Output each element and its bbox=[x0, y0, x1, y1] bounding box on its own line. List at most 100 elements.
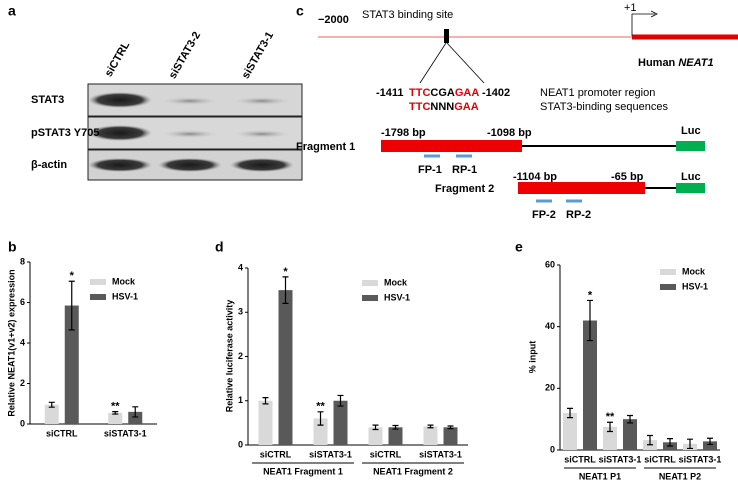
lane-label: siSTAT3-1 bbox=[240, 30, 276, 81]
fragment-end: -65 bp bbox=[611, 171, 644, 183]
primer-label: RP-2 bbox=[566, 209, 591, 221]
y-axis-label: Relative NEAT1(v1+v2) expression bbox=[6, 269, 16, 416]
error-bar bbox=[68, 280, 75, 331]
panel-label: d bbox=[215, 239, 224, 255]
annotation: ** bbox=[606, 411, 615, 423]
y-tick-label: 3 bbox=[238, 307, 243, 317]
panel-label: b bbox=[8, 239, 17, 255]
bar bbox=[313, 418, 328, 445]
bar bbox=[563, 413, 577, 450]
error-bar bbox=[282, 276, 289, 304]
legend-swatch bbox=[362, 280, 378, 286]
gene-prefix: Human bbox=[638, 57, 678, 69]
position-label: −2000 bbox=[318, 14, 349, 26]
bar bbox=[623, 419, 637, 450]
x-tick-label: siCTRL bbox=[260, 449, 292, 459]
panel-label: c bbox=[296, 3, 304, 19]
legend-swatch bbox=[90, 279, 106, 285]
seq-part: NNN bbox=[430, 101, 454, 113]
consensus: TTCNNNGAA bbox=[409, 101, 479, 113]
error-bar bbox=[372, 424, 379, 431]
panel-label: a bbox=[8, 3, 16, 19]
primer-label: RP-1 bbox=[452, 164, 477, 176]
band bbox=[88, 125, 152, 141]
error-bar bbox=[427, 424, 434, 429]
y-tick-label: 0 bbox=[20, 418, 25, 428]
note: STAT3-binding sequences bbox=[540, 101, 668, 113]
annotation: * bbox=[588, 289, 593, 301]
y-tick-label: 2 bbox=[238, 351, 243, 361]
gene-name: NEAT1 bbox=[678, 57, 713, 69]
lane-label: siSTAT3-2 bbox=[167, 30, 203, 81]
bar bbox=[423, 426, 438, 445]
legend-label: Mock bbox=[112, 276, 136, 286]
y-tick-label: 6 bbox=[20, 297, 25, 307]
zoom-line bbox=[446, 42, 485, 84]
error-bar bbox=[392, 424, 399, 430]
y-tick-label: 1 bbox=[238, 395, 243, 405]
bar bbox=[108, 412, 123, 424]
panel-label: e bbox=[515, 239, 523, 255]
x-tick-label: siCTRL bbox=[564, 454, 596, 464]
error-bar bbox=[48, 401, 55, 408]
x-tick-label: siSTAT3-1 bbox=[599, 454, 642, 464]
band bbox=[88, 92, 152, 108]
error-bar bbox=[337, 394, 344, 407]
bar bbox=[583, 320, 597, 450]
error-bar bbox=[707, 437, 713, 446]
row-label: STAT3 bbox=[31, 94, 64, 106]
legend-label: HSV-1 bbox=[682, 281, 708, 291]
x-tick-label: siSTAT3-1 bbox=[679, 454, 722, 464]
sequence: TTCCGAGAA bbox=[409, 87, 479, 99]
y-axis-label: % input bbox=[527, 341, 537, 374]
bar bbox=[703, 441, 717, 450]
group-label: NEAT1 P1 bbox=[579, 471, 621, 481]
x-tick-label: siCTRL bbox=[370, 449, 402, 459]
bar bbox=[368, 427, 383, 445]
error-bar bbox=[607, 421, 613, 433]
bar bbox=[64, 305, 79, 424]
legend-label: HSV-1 bbox=[384, 292, 410, 302]
group-label: NEAT1 P2 bbox=[659, 471, 701, 481]
bar bbox=[603, 426, 617, 450]
error-bar bbox=[667, 437, 673, 447]
legend-label: Mock bbox=[682, 266, 706, 276]
bar bbox=[278, 290, 293, 445]
y-tick-label: 8 bbox=[20, 256, 25, 266]
band bbox=[230, 158, 294, 172]
group-label: NEAT1 Fragment 2 bbox=[373, 466, 453, 476]
error-bar bbox=[132, 406, 139, 418]
error-bar bbox=[112, 411, 119, 415]
gene-label: Human NEAT1 bbox=[638, 57, 714, 69]
fragment-end: -1098 bp bbox=[487, 127, 532, 139]
error-bar bbox=[687, 438, 693, 450]
error-bar bbox=[262, 397, 269, 405]
fragment-start: -1798 bp bbox=[381, 127, 426, 139]
bar bbox=[128, 411, 143, 424]
zoom-line bbox=[419, 42, 447, 84]
lane-label: siCTRL bbox=[103, 39, 133, 79]
luc bbox=[676, 183, 705, 193]
band bbox=[162, 97, 218, 105]
legend-swatch bbox=[362, 295, 378, 301]
y-tick-label: 40 bbox=[545, 321, 555, 331]
legend-label: Mock bbox=[384, 277, 408, 287]
legend-swatch bbox=[660, 284, 676, 290]
seq-part: GAA bbox=[454, 101, 479, 113]
error-bar bbox=[317, 411, 324, 426]
seq-part: TTC bbox=[409, 101, 430, 113]
error-bar bbox=[587, 299, 593, 342]
y-tick-label: 0 bbox=[550, 444, 555, 454]
bar bbox=[333, 400, 348, 445]
annotation: ** bbox=[111, 401, 120, 413]
bar bbox=[443, 427, 458, 445]
tss-arrow bbox=[631, 13, 655, 36]
band bbox=[234, 97, 290, 105]
seq-end: -1402 bbox=[482, 87, 510, 99]
site-label: STAT3 binding site bbox=[362, 9, 453, 21]
seq-part: GAA bbox=[455, 87, 480, 99]
band bbox=[88, 158, 152, 172]
y-tick-label: 4 bbox=[20, 337, 25, 347]
fragment bbox=[381, 140, 522, 152]
